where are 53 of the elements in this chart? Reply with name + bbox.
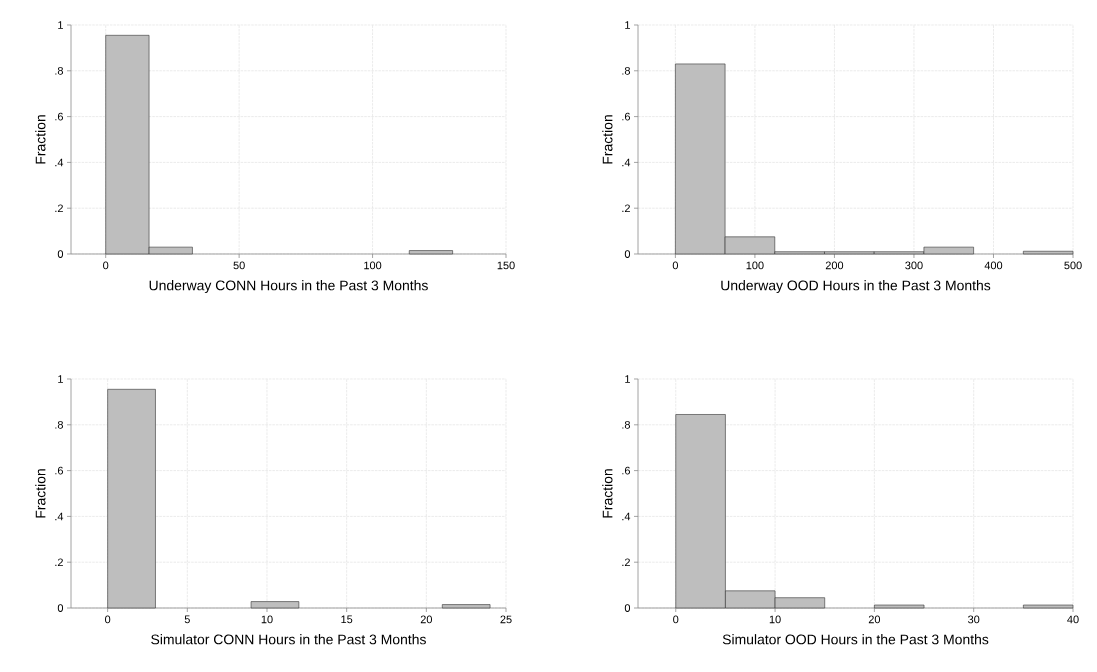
y-tick-label: .8 bbox=[55, 420, 63, 429]
y-tick-label: .4 bbox=[55, 512, 64, 521]
y-tick-label: 0 bbox=[57, 250, 64, 258]
y-tick-label: .8 bbox=[55, 66, 63, 75]
x-tick-label: 0 bbox=[103, 261, 109, 270]
x-tick-label: 5 bbox=[184, 615, 190, 624]
x-tick-label: 15 bbox=[341, 615, 353, 624]
y-tick-label: .6 bbox=[55, 466, 63, 475]
x-tick-label: 300 bbox=[905, 261, 923, 270]
y-tick-label: .2 bbox=[622, 558, 630, 567]
x-axis-title: Simulator CONN Hours in the Past 3 Months bbox=[151, 634, 426, 645]
x-axis-title: Simulator OOD Hours in the Past 3 Months bbox=[722, 634, 989, 645]
y-axis-title: Fraction bbox=[602, 115, 613, 164]
x-tick-label: 100 bbox=[746, 261, 764, 270]
y-tick-label: 0 bbox=[624, 604, 631, 612]
x-tick-label: 10 bbox=[261, 615, 273, 624]
x-tick-label: 20 bbox=[420, 615, 432, 624]
x-tick-label: 0 bbox=[105, 615, 111, 624]
y-axis-title: Fraction bbox=[35, 115, 46, 164]
y-tick-label: .8 bbox=[622, 66, 630, 75]
x-axis-title: Underway OOD Hours in the Past 3 Months bbox=[721, 280, 991, 294]
x-tick-label: 0 bbox=[673, 615, 679, 624]
y-tick-label: .6 bbox=[622, 466, 630, 475]
y-tick-label: .4 bbox=[622, 512, 631, 521]
x-tick-label: 20 bbox=[868, 615, 881, 624]
y-tick-label: 1 bbox=[58, 375, 63, 383]
x-tick-label: 50 bbox=[233, 261, 245, 270]
y-tick-label: 0 bbox=[57, 604, 64, 612]
x-tick-label: 100 bbox=[364, 261, 382, 270]
x-tick-label: 150 bbox=[497, 261, 515, 270]
x-tick-label: 30 bbox=[968, 615, 980, 624]
x-tick-label: 400 bbox=[984, 261, 1003, 270]
y-tick-label: .4 bbox=[622, 158, 631, 167]
y-axis-title: Fraction bbox=[602, 469, 613, 518]
y-tick-label: .6 bbox=[55, 112, 63, 121]
x-axis-title: Underway CONN Hours in the Past 3 Months bbox=[149, 280, 428, 294]
x-tick-label: 10 bbox=[769, 615, 781, 624]
y-tick-label: .8 bbox=[622, 420, 630, 429]
y-tick-label: .2 bbox=[55, 558, 63, 567]
y-tick-label: 1 bbox=[625, 375, 630, 383]
y-tick-label: .2 bbox=[622, 204, 630, 213]
x-tick-label: 500 bbox=[1064, 261, 1082, 270]
x-tick-label: 200 bbox=[825, 261, 844, 270]
y-tick-label: 1 bbox=[625, 21, 630, 29]
y-tick-label: .2 bbox=[55, 204, 63, 213]
y-tick-label: .6 bbox=[622, 112, 630, 121]
x-tick-label: 25 bbox=[500, 615, 512, 624]
x-tick-label: 0 bbox=[672, 261, 678, 270]
y-tick-label: 1 bbox=[58, 21, 63, 29]
x-tick-label: 40 bbox=[1067, 615, 1079, 624]
y-axis-title: Fraction bbox=[35, 469, 46, 518]
y-tick-label: .4 bbox=[55, 158, 64, 167]
y-tick-label: 0 bbox=[624, 250, 631, 258]
